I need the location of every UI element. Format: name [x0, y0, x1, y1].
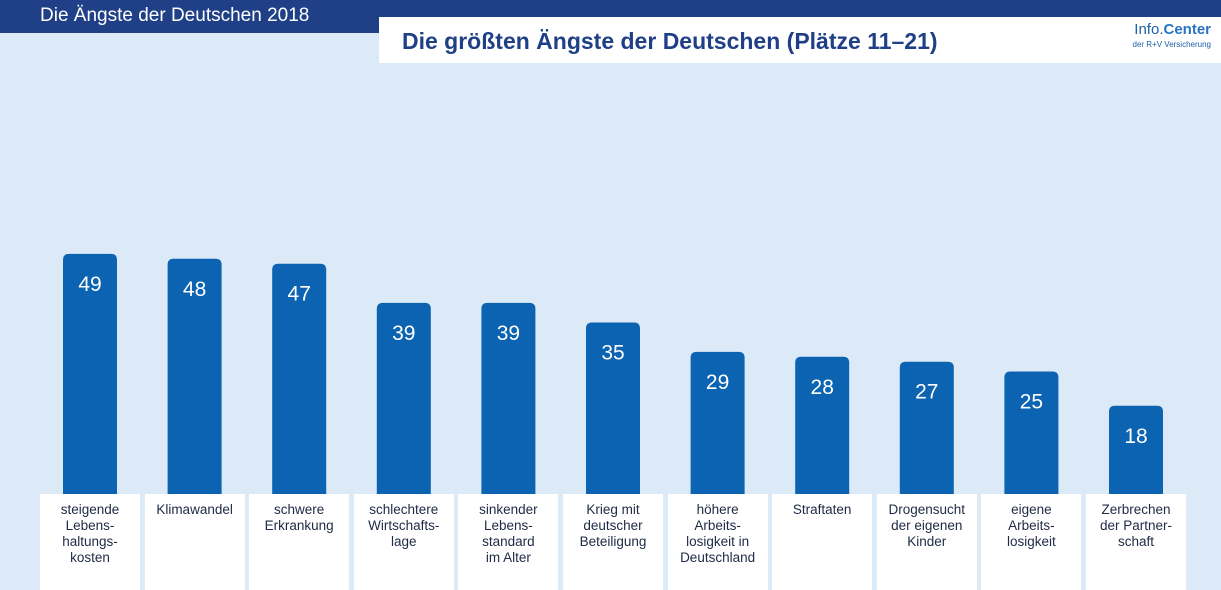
category-cell: schwere Erkrankung — [249, 494, 350, 590]
category-label: sinkender Lebens- standard im Alter — [479, 502, 538, 565]
bar — [481, 302, 536, 494]
chart-title: Die größten Ängste der Deutschen (Plätze… — [402, 28, 938, 54]
logo-main: Center — [1163, 21, 1211, 38]
bar-value-label: 35 — [601, 342, 624, 365]
category-cell: sinkender Lebens- standard im Alter — [458, 494, 559, 590]
category-label: schwere Erkrankung — [264, 502, 334, 533]
bar-value-label: 47 — [288, 283, 311, 306]
category-cell: schlechtere Wirtschafts- lage — [353, 494, 454, 590]
bar — [795, 356, 850, 494]
bar-value-label: 28 — [811, 376, 834, 399]
logo-prefix: Info. — [1134, 21, 1164, 38]
category-label: Klimawandel — [156, 502, 233, 517]
bar-value-label: 29 — [706, 371, 729, 394]
category-label: eigene Arbeits- losigkeit — [1007, 502, 1056, 549]
bar — [63, 253, 117, 494]
bar-value-label: 27 — [915, 381, 938, 404]
bar — [690, 351, 745, 494]
bar-value-label: 39 — [392, 322, 415, 345]
category-label: Krieg mit deutscher Beteiligung — [579, 502, 647, 549]
logo-text: Info.Center — [1133, 21, 1211, 39]
category-cell: Klimawandel — [144, 494, 245, 590]
bar-value-label: 18 — [1124, 425, 1147, 448]
category-label: höhere Arbeits- losigkeit in Deutschland — [680, 502, 756, 565]
category-label: Straftaten — [792, 502, 852, 517]
logo-subtext: der R+V Versicherung — [1132, 40, 1212, 49]
category-label: schlechtere Wirtschafts- lage — [368, 502, 440, 549]
bar-value-label: 39 — [497, 322, 520, 345]
info-center-logo: Info.Center der R+V Versicherung — [1133, 21, 1212, 51]
category-cell: höhere Arbeits- losigkeit in Deutschland — [667, 494, 768, 590]
category-cell: Straftaten — [772, 494, 873, 590]
bar — [899, 361, 954, 494]
bar-value-label: 48 — [183, 278, 206, 301]
category-cell: Krieg mit deutscher Beteiligung — [563, 494, 663, 590]
category-label: Drogensucht der eigenen Kinder — [888, 502, 966, 549]
bar — [586, 322, 640, 494]
bar-value-label: 25 — [1020, 391, 1043, 414]
category-cell: steigende Lebens- haltungs- kosten — [40, 494, 140, 590]
bar — [1004, 371, 1059, 494]
category-label: Zerbrechen der Partner- schaft — [1099, 502, 1173, 549]
category-label: steigende Lebens- haltungs- kosten — [60, 502, 120, 565]
super-title: Die Ängste der Deutschen 2018 — [40, 5, 310, 26]
title-box: Die größten Ängste der Deutschen (Plätze… — [379, 17, 1221, 63]
bar — [1109, 405, 1163, 494]
category-cell: Zerbrechen der Partner- schaft — [1086, 494, 1186, 590]
bar — [167, 258, 222, 494]
bar-value-label: 49 — [78, 273, 101, 296]
bar — [376, 302, 431, 494]
bar — [272, 263, 327, 494]
category-cell: Drogensucht der eigenen Kinder — [876, 494, 977, 590]
category-cell: eigene Arbeits- losigkeit — [981, 494, 1082, 590]
